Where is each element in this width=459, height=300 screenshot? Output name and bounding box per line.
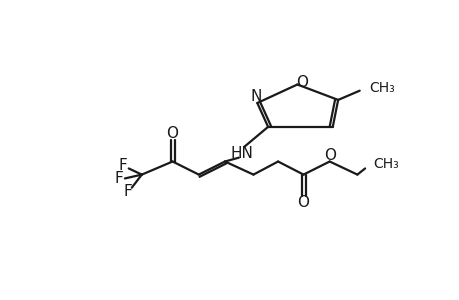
Text: N: N [250, 88, 261, 104]
Text: CH₃: CH₃ [372, 157, 397, 171]
Text: HN: HN [230, 146, 253, 160]
Text: F: F [114, 171, 123, 186]
Text: O: O [323, 148, 335, 163]
Text: O: O [166, 126, 178, 141]
Text: O: O [297, 195, 309, 210]
Text: CH₃: CH₃ [368, 81, 394, 95]
Text: F: F [118, 158, 127, 173]
Text: F: F [123, 184, 132, 199]
Text: O: O [295, 76, 308, 91]
